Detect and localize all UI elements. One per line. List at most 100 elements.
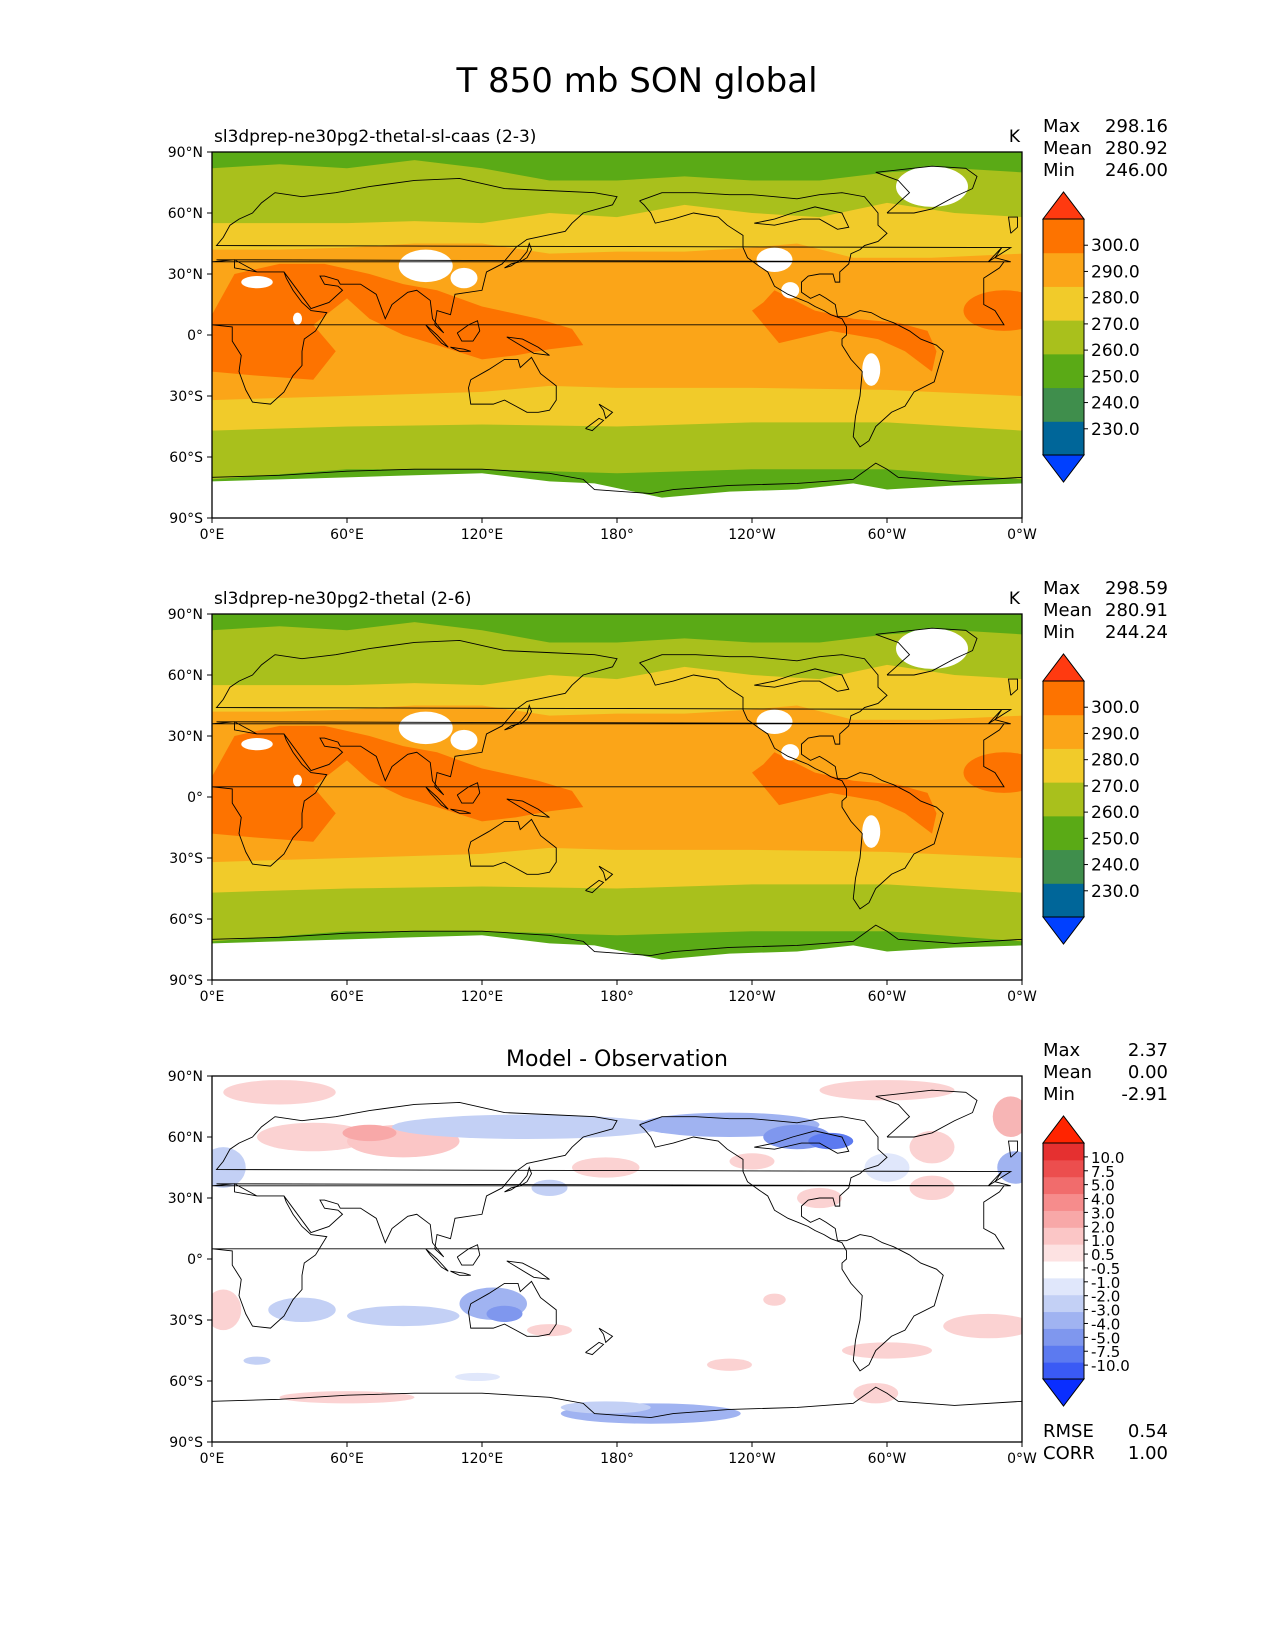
lon-tick-label: 120°E xyxy=(461,989,504,1005)
coastline xyxy=(754,1130,850,1154)
colorbar-segment xyxy=(1043,1143,1084,1161)
stat-value: 280.92 xyxy=(1105,138,1168,159)
coastline xyxy=(212,639,1013,867)
colorbar-diff: 10.07.55.04.03.02.01.00.5-0.5-1.0-2.0-3.… xyxy=(1041,1115,1130,1407)
colorbar-tick-label: 250.0 xyxy=(1091,829,1140,849)
diff-contour-2 xyxy=(992,1096,1022,1137)
coastline xyxy=(468,1280,557,1337)
stat-label: Max xyxy=(1043,578,1081,599)
units-label: K xyxy=(1009,127,1021,147)
colorbar-segment xyxy=(1043,353,1084,389)
colorbar-tick-label: 10.0 xyxy=(1091,1149,1124,1167)
lat-tick-label: 60°S xyxy=(169,450,203,466)
coastline xyxy=(1007,678,1018,696)
stat-label: Mean xyxy=(1043,600,1092,621)
lon-tick-label: 0°E xyxy=(200,527,225,543)
lon-tick-label: 120°E xyxy=(461,527,504,543)
colorbar-segment xyxy=(1043,815,1084,851)
colorbar-frame xyxy=(1042,1142,1085,1380)
colorbar-extend-min xyxy=(1041,1378,1086,1407)
diff-contour-10 xyxy=(909,1130,955,1164)
colorbar-tick-label: 300.0 xyxy=(1091,236,1140,256)
coastline xyxy=(506,336,550,356)
colorbar-tick-label: 250.0 xyxy=(1091,367,1140,387)
colorbar-tick-label: 230.0 xyxy=(1091,882,1140,902)
diff-contour-25 xyxy=(212,1289,242,1331)
coastline xyxy=(212,177,1013,405)
diff-contour-21 xyxy=(268,1297,336,1323)
coastline xyxy=(504,704,532,731)
lat-tick-label: 0° xyxy=(187,328,203,344)
lon-tick-label: 180° xyxy=(600,989,634,1005)
stat-value: 246.00 xyxy=(1105,160,1168,181)
masked-region-mexico xyxy=(781,282,800,299)
coastline xyxy=(875,165,978,214)
metric-value: 1.00 xyxy=(1128,1443,1168,1464)
coastline xyxy=(468,818,557,875)
colorbar-tick-label: 230.0 xyxy=(1091,420,1140,440)
colorbar-segment xyxy=(1043,748,1084,783)
lat-tick-label: 60°S xyxy=(169,1374,203,1390)
colorbar-segment xyxy=(1043,1345,1084,1363)
diff-contour-16 xyxy=(572,1157,640,1178)
colorbar-segment xyxy=(1043,1328,1084,1346)
colorbar-segment xyxy=(1043,320,1084,355)
lon-tick-label: 0°W xyxy=(1007,1451,1037,1467)
diff-contour-3 xyxy=(257,1122,370,1152)
colorbar-tick-label: 240.0 xyxy=(1091,856,1140,876)
diff-contour-18 xyxy=(531,1179,568,1196)
coastline xyxy=(425,324,449,348)
colorbar-segment xyxy=(1043,1311,1084,1329)
colorbar-tick-label: 300.0 xyxy=(1091,698,1140,718)
lon-tick-label: 60°E xyxy=(330,527,364,543)
diff-contour-1 xyxy=(819,1080,955,1101)
field-band-290-atlantic xyxy=(963,752,1022,793)
coastline xyxy=(754,668,850,692)
coastline xyxy=(456,1244,481,1266)
colorbar-tick-label: 270.0 xyxy=(1091,315,1140,335)
stat-value: 280.91 xyxy=(1105,600,1168,621)
lat-tick-label: 60°N xyxy=(168,1130,203,1146)
masked-region-greenland xyxy=(896,166,968,207)
colorbar-segment xyxy=(1043,849,1084,884)
colorbar-test: 300.0 290.0 280.0 270.0 260.0 250.0 240.0 230.0 xyxy=(1041,191,1140,483)
masked-region-rockies xyxy=(756,709,793,734)
diff-contour-12 xyxy=(212,1147,246,1188)
map-test: 90°N 60°N 30°N 0° 30°S 60°S 90°S0°E 60°E 120°E 18… xyxy=(168,145,1037,543)
coastline xyxy=(639,654,944,910)
field-band-280 xyxy=(212,243,1022,401)
masked-region-ethiopia xyxy=(293,774,302,787)
colorbar-tick-label: 0.5 xyxy=(1091,1246,1115,1264)
diff-contour-20 xyxy=(943,1313,1022,1339)
field-band-290-americas xyxy=(752,752,937,834)
stat-value: -2.91 xyxy=(1121,1084,1168,1105)
coastline xyxy=(875,627,978,676)
panel-test: sl3dprep-ne30pg2-thetal-sl-caas (2-3) K Ma… xyxy=(168,116,1168,543)
stat-value: 2.37 xyxy=(1128,1040,1168,1061)
coastline xyxy=(506,1260,550,1280)
colorbar-reference: 300.0 290.0 280.0 270.0 260.0 250.0 240.0 230.0 xyxy=(1041,653,1140,945)
coastline xyxy=(639,192,944,448)
colorbar-tick-label: 4.0 xyxy=(1091,1191,1115,1209)
colorbar-segment xyxy=(1043,286,1084,321)
colorbar-segment xyxy=(1043,1227,1084,1245)
colorbar-tick-label: 240.0 xyxy=(1091,394,1140,414)
masked-region-andes xyxy=(862,353,881,386)
colorbar-segment xyxy=(1043,883,1084,918)
coastline xyxy=(754,206,850,230)
stat-value: 0.00 xyxy=(1128,1062,1168,1083)
stat-label: Max xyxy=(1043,116,1081,137)
colorbar-tick-label: 3.0 xyxy=(1091,1204,1115,1222)
colorbar-segment xyxy=(1043,1210,1084,1228)
diff-contour-34 xyxy=(455,1372,500,1381)
colorbar-segment xyxy=(1043,219,1084,254)
diff-contour-0 xyxy=(223,1080,336,1105)
diff-contour-19 xyxy=(842,1342,932,1359)
lat-tick-label: 30°S xyxy=(169,389,203,405)
panels: sl3dprep-ne30pg2-thetal-sl-caas (2-3) K Ma… xyxy=(168,116,1168,1467)
coastline xyxy=(506,798,550,818)
stat-label: Min xyxy=(1043,160,1075,181)
coastline xyxy=(456,782,481,804)
colorbar-segment xyxy=(1043,714,1084,749)
masked-region-antarctica xyxy=(212,473,1022,518)
